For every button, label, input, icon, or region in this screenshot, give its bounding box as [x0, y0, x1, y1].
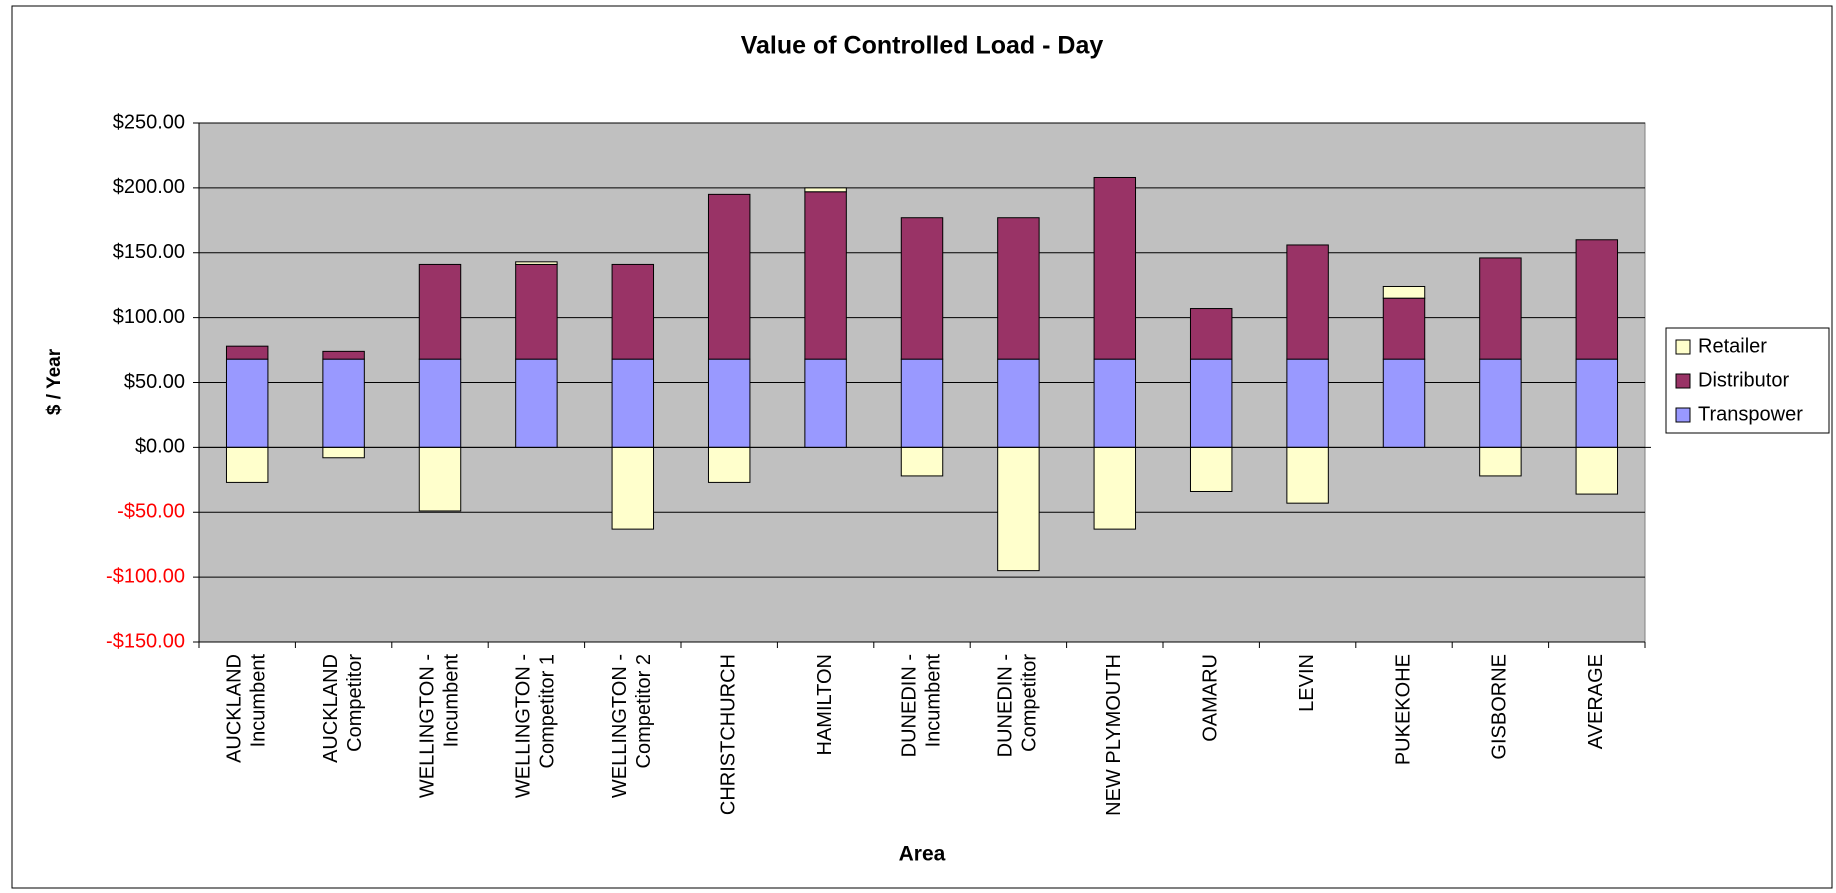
bar-segment	[611, 263, 655, 360]
bar-segment	[1382, 297, 1426, 360]
bar-segment	[322, 446, 365, 459]
bar-segment	[1189, 358, 1233, 448]
bar-segment	[1286, 358, 1329, 448]
y-tick-label: $0.00	[135, 436, 185, 458]
bar-segment	[1093, 358, 1137, 448]
x-tick-label: Competitor 1	[537, 654, 559, 769]
bar-segment	[804, 191, 847, 360]
y-axis-label: $ / Year	[44, 348, 65, 415]
bar-segment	[804, 187, 847, 193]
bar-segment	[1382, 358, 1426, 448]
x-tick-label: AVERAGE	[1585, 654, 1607, 749]
bar-segment	[418, 446, 462, 512]
bar-segment	[1189, 308, 1233, 360]
x-axis-label: Area	[899, 843, 946, 866]
bar-segment	[611, 446, 655, 530]
bar-segment	[515, 263, 558, 360]
bar-segment	[1189, 446, 1233, 492]
bar-segment	[1479, 446, 1522, 477]
legend-label: Transpower	[1698, 403, 1803, 425]
bar-segment	[225, 345, 269, 360]
legend-swatch	[1675, 339, 1691, 355]
legend-swatch	[1675, 407, 1691, 423]
x-tick-label: NEW PLYMOUTH	[1103, 654, 1125, 816]
bar-segment	[900, 358, 944, 448]
x-tick-label: Competitor	[344, 654, 366, 752]
chart-title: Value of Controlled Load - Day	[741, 32, 1104, 60]
legend-swatch	[1675, 373, 1691, 389]
x-tick-label: AUCKLAND	[223, 654, 245, 763]
y-tick-label: $150.00	[113, 241, 185, 263]
bar-segment	[997, 446, 1040, 572]
bar-segment	[997, 217, 1040, 360]
bar-segment	[1093, 446, 1137, 530]
x-tick-label: DUNEDIN -	[898, 654, 920, 757]
bar-segment	[225, 358, 269, 448]
x-tick-label: Incumbent	[922, 654, 944, 748]
bar-segment	[322, 358, 365, 448]
x-tick-label: LEVIN	[1296, 654, 1318, 712]
bar-segment	[225, 446, 269, 483]
bar-segment	[707, 446, 751, 483]
legend-label: Retailer	[1698, 335, 1767, 357]
bar-segment	[1286, 244, 1329, 360]
bar-segment	[515, 358, 558, 448]
x-tick-label: Competitor	[1019, 654, 1041, 752]
y-tick-label: $50.00	[124, 371, 185, 393]
x-tick-label: WELLINGTON -	[416, 654, 438, 798]
x-tick-label: PUKEKOHE	[1392, 654, 1414, 765]
bar-segment	[804, 358, 847, 448]
x-tick-label: Incumbent	[440, 654, 462, 748]
x-tick-label: DUNEDIN -	[995, 654, 1017, 757]
y-tick-label: $200.00	[113, 176, 185, 198]
bar-segment	[1382, 285, 1426, 299]
y-tick-label: -$50.00	[117, 501, 185, 523]
bar-segment	[1093, 176, 1137, 360]
legend-box	[1665, 327, 1830, 434]
x-tick-label: WELLINGTON -	[609, 654, 631, 798]
y-tick-label: -$100.00	[106, 565, 185, 587]
bar-segment	[900, 217, 944, 360]
x-tick-label: GISBORNE	[1489, 654, 1511, 760]
x-tick-label: Incumbent	[247, 654, 269, 748]
bar-segment	[707, 358, 751, 448]
x-tick-label: OAMARU	[1199, 654, 1221, 742]
y-tick-label: -$150.00	[106, 630, 185, 652]
bar-segment	[515, 261, 558, 265]
x-tick-label: AUCKLAND	[320, 654, 342, 763]
legend-label: Distributor	[1698, 369, 1789, 391]
bar-segment	[1479, 257, 1522, 360]
bar-segment	[1575, 446, 1619, 495]
x-tick-label: Competitor 2	[633, 654, 655, 769]
bar-segment	[418, 358, 462, 448]
bar-segment	[1479, 358, 1522, 448]
y-tick-label: $250.00	[113, 111, 185, 133]
bar-segment	[707, 193, 751, 360]
bar-segment	[418, 263, 462, 360]
x-tick-label: WELLINGTON -	[513, 654, 535, 798]
bar-segment	[611, 358, 655, 448]
x-tick-label: CHRISTCHURCH	[717, 654, 739, 815]
y-tick-label: $100.00	[113, 306, 185, 328]
bar-segment	[1575, 239, 1619, 360]
x-tick-label: HAMILTON	[814, 654, 836, 756]
bar-segment	[322, 350, 365, 360]
bar-segment	[900, 446, 944, 477]
bar-segment	[1575, 358, 1619, 448]
bar-segment	[997, 358, 1040, 448]
bar-segment	[1286, 446, 1329, 504]
